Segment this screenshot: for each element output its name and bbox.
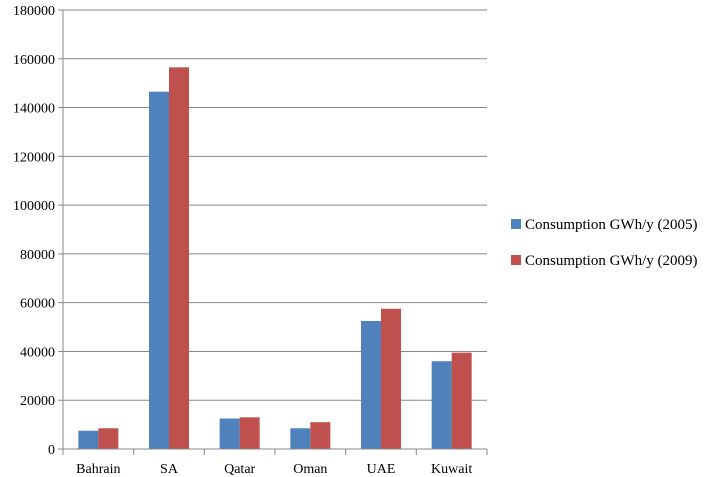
legend-swatch-0 [511,219,521,229]
y-tick-label-5: 100000 [13,199,55,214]
bar-bahrain-series-0 [78,430,99,449]
legend-swatch-1 [511,255,521,265]
x-tick-label-bahrain: Bahrain [76,462,120,477]
bar-qatar-series-1 [239,417,260,449]
x-tick-label-sa: SA [160,462,179,477]
x-axis-tick-marks [62,449,488,455]
bar-kuwait-series-0 [431,361,452,449]
y-axis-tick-labels: 0 20000 40000 60000 80000 100000 120000 140000 1… [13,4,55,458]
bar-sa-series-1 [169,67,189,449]
bar-bahrain-series-1 [98,428,119,449]
bar-oman-series-0 [290,428,311,449]
bar-qatar-series-0 [219,418,240,449]
bar-uae-series-1 [381,308,401,449]
gridlines [58,9,487,450]
x-tick-label-oman: Oman [293,462,327,477]
x-tick-label-qatar: Qatar [224,462,255,477]
y-tick-label-9: 180000 [13,4,55,19]
legend: Consumption GWh/y (2005) Consumption GWh/… [511,217,698,269]
y-tick-label-3: 60000 [20,297,55,312]
bar-sa-series-0 [149,91,169,450]
bar-kuwait-series-1 [451,352,472,449]
x-tick-label-uae: UAE [367,462,396,477]
y-tick-label-7: 140000 [13,102,55,117]
legend-label-0: Consumption GWh/y (2005) [525,217,698,233]
y-tick-label-1: 20000 [20,394,55,409]
bar-oman-series-1 [310,422,331,449]
y-tick-label-0: 0 [48,443,55,458]
legend-label-1: Consumption GWh/y (2009) [525,253,698,269]
y-tick-label-6: 120000 [13,150,55,165]
x-tick-label-kuwait: Kuwait [431,462,472,477]
x-axis-tick-labels: Bahrain SA Qatar Oman UAE Kuwait [76,462,472,477]
y-tick-label-2: 40000 [20,345,55,360]
bars [78,67,472,450]
y-tick-label-8: 160000 [13,53,55,68]
y-tick-label-4: 80000 [20,248,55,263]
bar-uae-series-0 [361,320,381,449]
